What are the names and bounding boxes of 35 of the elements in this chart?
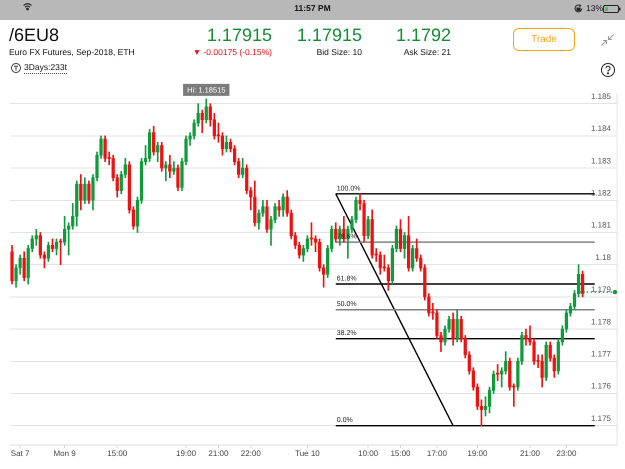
y-tick-label: 1.18 [595,252,612,262]
text: 1.17915 [296,25,362,45]
text: 1.17915 [206,25,272,45]
text: 11:57 PM [294,3,331,13]
y-tick-label: 1.179 [590,285,612,294]
y-tick-label: 1.184 [590,124,612,134]
x-tick-label: 23:00 [556,449,577,458]
x-tick-label: 21:00 [208,449,229,458]
y-tick-label: 1.182 [590,188,612,198]
y-tick-label: 1.178 [590,317,612,326]
text: Ask Size: 21 [404,46,451,58]
y-tick-label: 1.181 [590,220,612,230]
text: 3Days:233t [24,62,67,74]
x-tick-label: 15:00 [390,449,412,458]
x-tick-label: Tue 10 [295,449,320,458]
y-tick-label: 1.183 [590,156,612,166]
x-tick-label: 19:00 [176,449,197,458]
chart-title: /6EU8 [9,25,60,45]
x-tick-label: 17:00 [426,449,448,458]
y-tick-label: 1.185 [590,92,612,101]
chart-subtitle: Euro FX Futures, Sep-2018, ETH [9,46,135,58]
text: 13% [586,2,604,14]
x-tick-label: Mon 9 [54,449,76,458]
y-tick-label: 1.177 [590,349,612,358]
y-tick-label: 1.175 [590,414,612,423]
x-tick-label: 21:00 [520,449,541,458]
text: ▼ -0.00175 (-0.15%) [192,46,272,58]
x-tick-label: Sat 7 [10,449,30,458]
x-tick-label: 10:00 [358,449,379,458]
text: Bid Size: 10 [316,46,362,58]
y-tick-label: 1.176 [590,382,612,391]
text: 1.1792 [396,25,451,45]
x-tick-label: 15:00 [107,449,128,458]
x-tick-label: 19:00 [467,449,488,458]
x-tick-label: 22:00 [240,449,262,458]
